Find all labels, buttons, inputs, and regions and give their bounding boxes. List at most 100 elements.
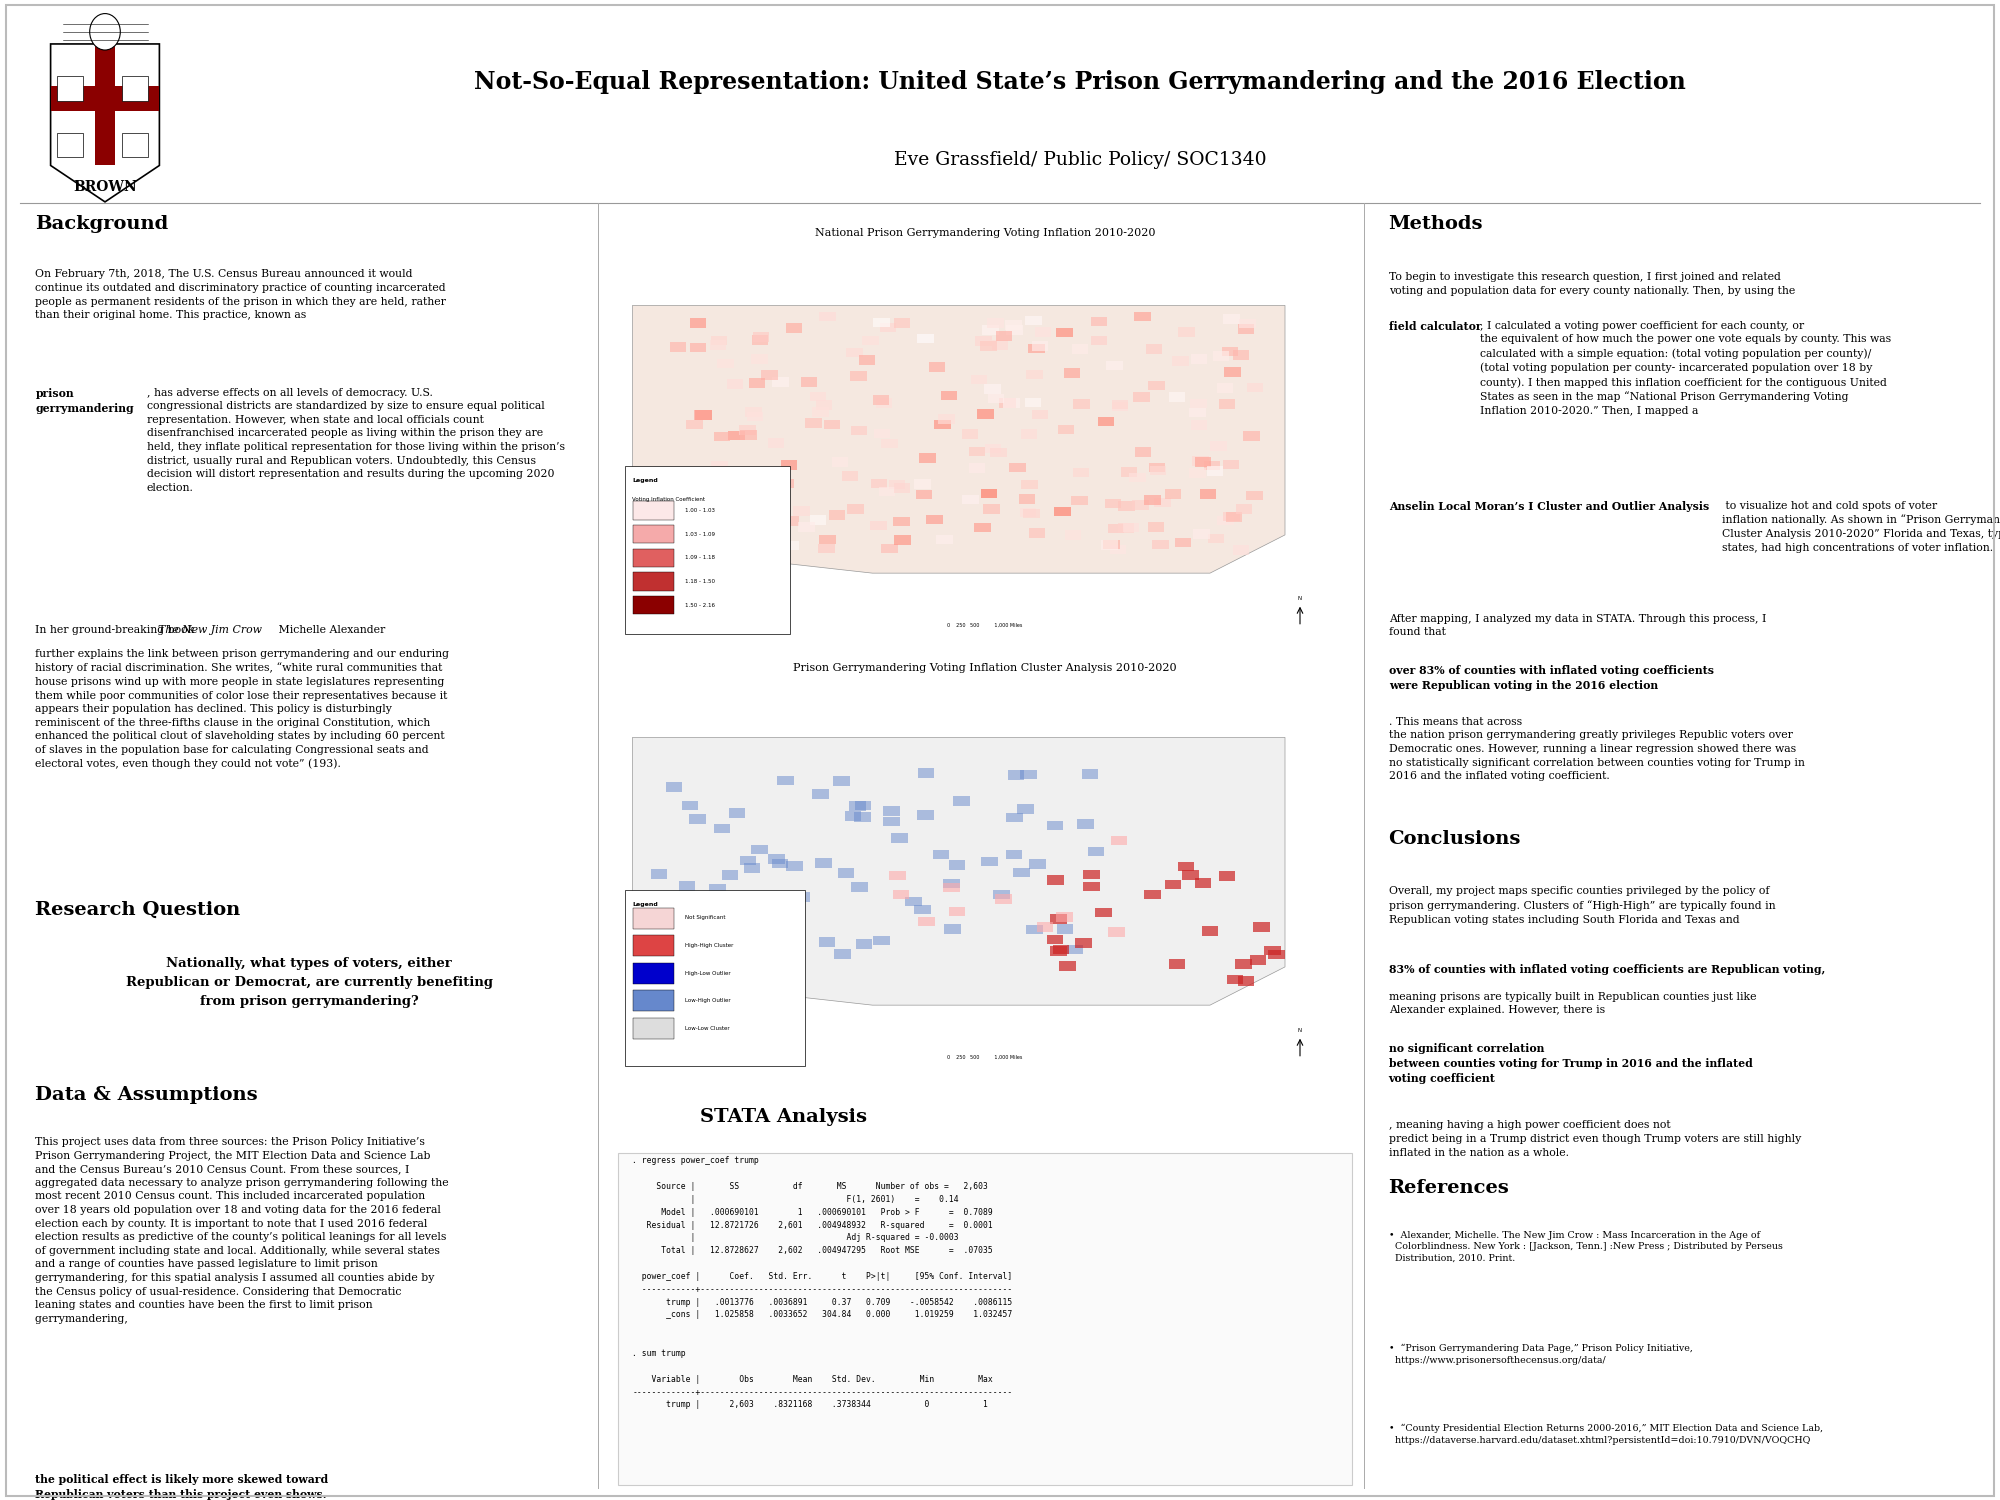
- Bar: [768, 471, 784, 482]
- Bar: [1218, 399, 1236, 410]
- Bar: [650, 870, 668, 879]
- Bar: [876, 399, 892, 408]
- Bar: [850, 372, 866, 381]
- Bar: [772, 376, 788, 387]
- Bar: [932, 849, 950, 859]
- Bar: [1006, 326, 1022, 334]
- Bar: [812, 789, 828, 800]
- Bar: [1014, 868, 1030, 877]
- Bar: [982, 326, 998, 334]
- Bar: [680, 509, 696, 518]
- Bar: [1026, 924, 1042, 934]
- Bar: [1222, 460, 1240, 470]
- Bar: [632, 501, 674, 519]
- Text: 1.00 - 1.03: 1.00 - 1.03: [684, 509, 716, 513]
- Bar: [1108, 927, 1124, 936]
- Bar: [888, 480, 906, 489]
- Bar: [984, 444, 1002, 453]
- Bar: [944, 882, 960, 892]
- Bar: [854, 801, 872, 810]
- Text: On February 7th, 2018, The U.S. Census Bureau announced it would
continue its ou: On February 7th, 2018, The U.S. Census B…: [36, 270, 446, 320]
- Bar: [920, 453, 936, 464]
- Bar: [1112, 400, 1128, 410]
- Bar: [962, 495, 978, 504]
- Text: Not Significant: Not Significant: [684, 915, 726, 921]
- Bar: [906, 897, 922, 906]
- Bar: [1078, 819, 1094, 828]
- Text: further explains the link between prison gerrymandering and our enduring
history: further explains the link between prison…: [36, 648, 450, 770]
- Bar: [810, 514, 826, 525]
- Bar: [728, 430, 744, 441]
- Text: , I calculated a voting power coefficient for each county, or
the equivalent of : , I calculated a voting power coefficien…: [1480, 321, 1892, 416]
- Bar: [710, 336, 728, 345]
- Bar: [1232, 546, 1250, 555]
- Bar: [962, 429, 978, 439]
- Bar: [1144, 495, 1160, 504]
- Bar: [1056, 924, 1074, 934]
- Bar: [632, 596, 674, 615]
- Bar: [748, 378, 766, 388]
- Text: 83% of counties with inflated voting coefficients are Republican voting,: 83% of counties with inflated voting coe…: [1388, 963, 1824, 975]
- Bar: [806, 419, 822, 428]
- Bar: [712, 460, 728, 471]
- Text: . regress power_coef trump

     Source |       SS           df       MS      Nu: . regress power_coef trump Source | SS d…: [632, 1156, 1012, 1410]
- Bar: [834, 950, 850, 958]
- Bar: [870, 478, 888, 488]
- Bar: [1206, 466, 1224, 476]
- Bar: [880, 322, 896, 333]
- Bar: [1246, 490, 1262, 501]
- Text: Anselin Local Moran’s I Cluster and Outlier Analysis: Anselin Local Moran’s I Cluster and Outl…: [1388, 501, 1708, 512]
- Text: Background: Background: [36, 216, 168, 234]
- Bar: [1218, 871, 1236, 880]
- Bar: [926, 514, 942, 525]
- Bar: [726, 468, 744, 478]
- Bar: [1028, 528, 1046, 537]
- Bar: [1174, 537, 1192, 548]
- Bar: [1254, 922, 1270, 932]
- Bar: [1108, 524, 1124, 534]
- Bar: [970, 375, 988, 384]
- Bar: [1178, 861, 1194, 871]
- Bar: [948, 908, 966, 916]
- Bar: [918, 916, 934, 927]
- Bar: [996, 332, 1012, 340]
- Bar: [746, 490, 764, 500]
- Bar: [740, 430, 756, 439]
- Text: Michelle Alexander: Michelle Alexander: [274, 626, 386, 636]
- Bar: [824, 420, 840, 429]
- Bar: [786, 322, 802, 333]
- Bar: [58, 76, 82, 101]
- Bar: [1050, 946, 1066, 956]
- Polygon shape: [632, 306, 1284, 573]
- Text: •  Alexander, Michelle. The New Jim Crow : Mass Incarceration in the Age of
  Co: • Alexander, Michelle. The New Jim Crow …: [1388, 1232, 1782, 1263]
- Bar: [670, 342, 686, 351]
- Text: High-Low Outlier: High-Low Outlier: [684, 970, 730, 975]
- Text: BROWN: BROWN: [74, 180, 136, 194]
- Bar: [58, 134, 82, 158]
- Bar: [768, 438, 784, 448]
- Bar: [744, 862, 760, 873]
- Bar: [714, 824, 730, 834]
- Text: . This means that across
the nation prison gerrymandering greatly privileges Rep: . This means that across the nation pris…: [1388, 717, 1804, 782]
- Bar: [894, 536, 910, 544]
- Bar: [1024, 509, 1040, 518]
- Bar: [1204, 460, 1220, 470]
- Bar: [1134, 392, 1150, 402]
- Text: Prison Gerrymandering Voting Inflation Cluster Analysis 2010-2020: Prison Gerrymandering Voting Inflation C…: [794, 663, 1176, 672]
- Bar: [954, 796, 970, 806]
- Bar: [1222, 346, 1238, 357]
- Bar: [1236, 958, 1252, 969]
- Bar: [1132, 501, 1148, 510]
- Bar: [782, 542, 800, 550]
- Bar: [974, 524, 990, 532]
- Bar: [994, 890, 1010, 898]
- Bar: [50, 87, 160, 111]
- Bar: [1190, 420, 1208, 430]
- Bar: [870, 520, 886, 531]
- Bar: [1164, 489, 1182, 498]
- Bar: [1074, 399, 1090, 408]
- Bar: [1150, 466, 1166, 476]
- Bar: [726, 380, 744, 388]
- Text: to visualize hot and cold spots of voter
inflation nationally. As shown in “Pris: to visualize hot and cold spots of voter…: [1722, 501, 2000, 552]
- Bar: [818, 938, 836, 946]
